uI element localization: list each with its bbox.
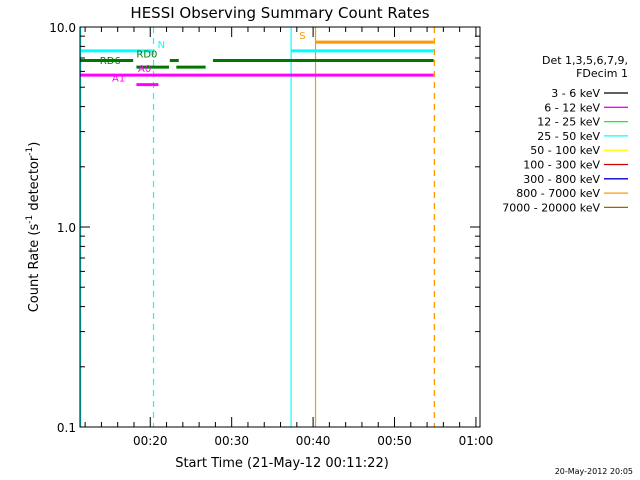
x-tick-label: 00:30 [214, 434, 249, 448]
footer-timestamp: 20-May-2012 20:05 [555, 467, 633, 476]
vertical-markers [80, 27, 436, 427]
y-axis: 10.0 1.0 0.1 [49, 21, 480, 435]
y-axis-label-exponent: -1 [25, 215, 35, 224]
x-axis: 00:20 00:30 00:40 00:50 01:00 [84, 27, 494, 448]
y-axis-label: Count Rate (s-1 detector-1) [25, 142, 42, 313]
flag-label: RD6 [100, 56, 121, 67]
legend-label: 6 - 12 keV [544, 101, 600, 114]
x-tick-label: 01:00 [459, 434, 494, 448]
legend-header: FDecim 1 [576, 67, 628, 80]
legend-label: 800 - 7000 keV [516, 187, 600, 200]
x-tick-label: 00:40 [296, 434, 331, 448]
legend-label: 50 - 100 keV [530, 144, 600, 157]
y-axis-label-part: ) [27, 142, 42, 147]
legend-header: Det 1,3,5,6,7,9, [542, 54, 628, 67]
legend-label: 25 - 50 keV [537, 130, 600, 143]
flag-label: N [158, 40, 165, 51]
x-axis-label: Start Time (21-May-12 00:11:22) [175, 456, 389, 471]
legend-label: 300 - 800 keV [523, 173, 600, 186]
x-tick-label: 00:50 [377, 434, 412, 448]
chart-title: HESSI Observing Summary Count Rates [130, 4, 429, 22]
legend-label: 3 - 6 keV [551, 87, 600, 100]
flag-label: RD0 [136, 49, 157, 60]
y-tick-label: 0.1 [57, 421, 76, 435]
legend-label: 100 - 300 keV [523, 159, 600, 172]
legend-label: 12 - 25 keV [537, 116, 600, 129]
x-tick-label: 00:20 [133, 434, 168, 448]
flag-label: A0 [138, 64, 151, 75]
y-axis-label-exponent: -1 [25, 147, 35, 156]
flag-label: A1 [112, 74, 125, 85]
legend-label: 7000 - 20000 keV [502, 201, 600, 214]
flag-label: S [299, 31, 305, 42]
plot-frame [79, 26, 481, 428]
y-tick-label: 10.0 [49, 21, 76, 35]
y-tick-label: 1.0 [57, 221, 76, 235]
y-axis-label-part: Count Rate (s [27, 224, 42, 313]
y-axis-label-part: detector [27, 155, 42, 215]
